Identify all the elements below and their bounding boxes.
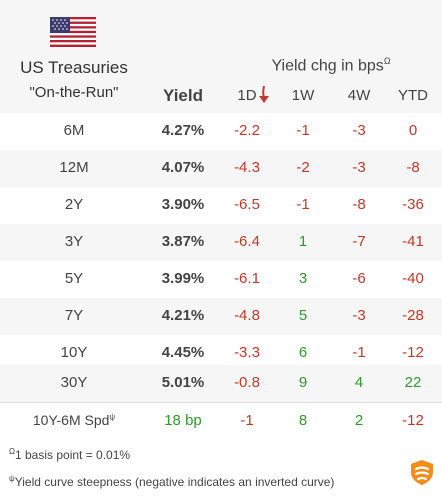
- spread-change-ytd: -12: [402, 412, 424, 429]
- spread-label-text: 10Y-6M Spd: [32, 412, 110, 428]
- change-4w: -3: [352, 307, 366, 324]
- spread-change-4w: 2: [354, 412, 364, 429]
- table-row: 3Y 3.87% -6.4 1 -7 -41: [0, 224, 442, 261]
- sort-down-arrow-icon[interactable]: [258, 86, 270, 104]
- change-1d: -0.8: [234, 374, 260, 391]
- footnote-basis-point-text: 1 basis point = 0.01%: [14, 448, 131, 462]
- footnote-basis-point: Ω1 basis point = 0.01%: [9, 447, 130, 462]
- table-divider: [0, 402, 442, 403]
- change-4w: -1: [352, 344, 366, 361]
- change-1d: -3.3: [234, 344, 260, 361]
- yield-value: 4.21%: [161, 307, 205, 324]
- change-4w: -7: [352, 233, 366, 250]
- psi-mark: ψ: [9, 474, 15, 483]
- change-4w: 4: [354, 374, 364, 391]
- yield-value: 3.99%: [161, 270, 205, 287]
- change-1w: 9: [298, 374, 308, 391]
- maturity-label: 6M: [63, 122, 85, 139]
- footnote-curve-steepness: ψYield curve steepness (negative indicat…: [9, 474, 334, 489]
- column-header-4w[interactable]: 4W: [347, 87, 371, 104]
- change-ytd: -28: [402, 307, 424, 324]
- maturity-label: 12M: [59, 159, 89, 176]
- change-1w: 5: [298, 307, 308, 324]
- maturity-label: 2Y: [64, 196, 84, 213]
- yield-change-header: Yield chg in bpsΩ: [220, 56, 442, 75]
- logo-icon[interactable]: [408, 458, 436, 486]
- yield-value: 3.90%: [161, 196, 205, 213]
- yield-value: 5.01%: [161, 374, 205, 391]
- change-4w: -6: [352, 270, 366, 287]
- change-ytd: -41: [402, 233, 424, 250]
- spread-change-1w: 8: [298, 412, 308, 429]
- column-header-1w[interactable]: 1W: [291, 87, 315, 104]
- change-ytd: 22: [404, 374, 422, 391]
- change-1w: -2: [296, 159, 310, 176]
- spread-label: 10Y-6M Spdψ: [0, 412, 148, 428]
- table-row: 12M 4.07% -4.3 -2 -3 -8: [0, 150, 442, 187]
- yield-change-label: Yield chg in bps: [271, 57, 384, 75]
- change-1d: -2.2: [234, 122, 260, 139]
- change-1w: -1: [296, 122, 310, 139]
- table-header: US Treasuries "On-the-Run" Yield Yield c…: [0, 0, 442, 113]
- change-1w: -1: [296, 196, 310, 213]
- omega-footnote-mark: Ω: [383, 56, 391, 66]
- change-1w: 3: [298, 270, 308, 287]
- table-row: 6M 4.27% -2.2 -1 -3 0: [0, 113, 442, 150]
- spread-change-1d: -1: [240, 412, 254, 429]
- omega-mark: Ω: [9, 447, 15, 456]
- change-4w: -3: [352, 159, 366, 176]
- change-1w: 6: [298, 344, 308, 361]
- change-ytd: -8: [406, 159, 420, 176]
- change-ytd: 0: [408, 122, 418, 139]
- maturity-label: 5Y: [64, 270, 84, 287]
- yield-value: 4.27%: [161, 122, 205, 139]
- change-ytd: -40: [402, 270, 424, 287]
- change-ytd: -36: [402, 196, 424, 213]
- change-1w: 1: [298, 233, 308, 250]
- change-4w: -8: [352, 196, 366, 213]
- maturity-label: 7Y: [64, 307, 84, 324]
- maturity-label: 10Y: [60, 344, 88, 361]
- yield-value: 3.87%: [161, 233, 205, 250]
- table-subtitle: "On-the-Run": [29, 84, 119, 101]
- table-row: 5Y 3.99% -6.1 3 -6 -40: [0, 261, 442, 298]
- table-title: US Treasuries: [20, 58, 128, 77]
- table-row: 30Y 5.01% -0.8 9 4 22: [0, 365, 442, 402]
- change-1d: -4.3: [234, 159, 260, 176]
- maturity-label: 30Y: [60, 374, 88, 391]
- change-1d: -6.5: [234, 196, 260, 213]
- spread-value: 18 bp: [164, 412, 202, 429]
- yield-value: 4.07%: [161, 159, 205, 176]
- yield-value: 4.45%: [161, 344, 205, 361]
- change-1d: -6.4: [234, 233, 260, 250]
- change-4w: -3: [352, 122, 366, 139]
- table-row: 2Y 3.90% -6.5 -1 -8 -36: [0, 187, 442, 224]
- yield-column-header[interactable]: Yield: [163, 86, 203, 105]
- change-ytd: -12: [402, 344, 424, 361]
- maturity-label: 3Y: [64, 233, 84, 250]
- table-row: 7Y 4.21% -4.8 5 -3 -28: [0, 298, 442, 335]
- footnote-curve-text: Yield curve steepness (negative indicate…: [14, 475, 335, 489]
- us-flag-icon: [50, 17, 96, 47]
- table-row: 10Y 4.45% -3.3 6 -1 -12: [0, 335, 442, 372]
- column-header-ytd[interactable]: YTD: [398, 87, 428, 104]
- column-header-1d[interactable]: 1D: [237, 87, 257, 104]
- change-1d: -4.8: [234, 307, 260, 324]
- psi-footnote-mark: ψ: [109, 412, 116, 422]
- change-1d: -6.1: [234, 270, 260, 287]
- spread-row: 10Y-6M Spdψ 18 bp -1 8 2 -12: [0, 403, 442, 440]
